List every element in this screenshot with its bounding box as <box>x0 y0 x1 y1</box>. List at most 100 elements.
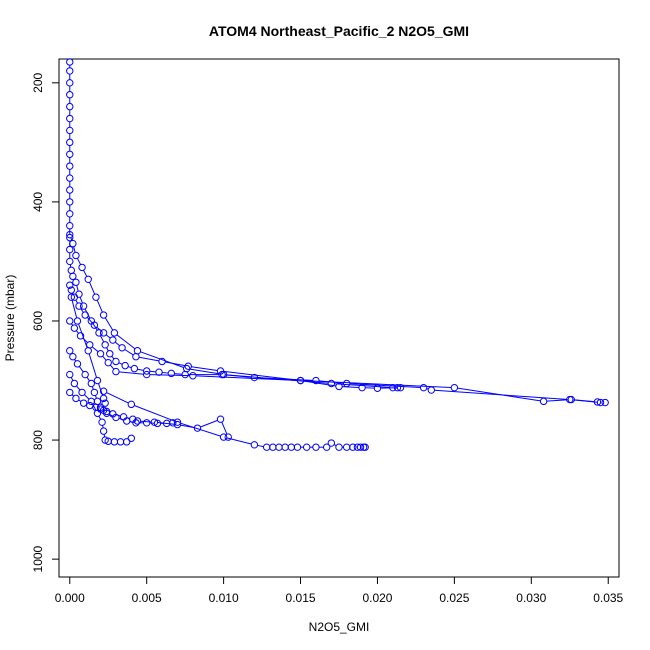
data-point <box>122 438 131 446</box>
data-point <box>101 399 109 407</box>
series-line-segment <box>180 422 221 437</box>
data-point <box>281 443 289 451</box>
data-point <box>132 353 140 361</box>
data-point <box>219 370 228 379</box>
data-point <box>70 379 79 388</box>
series-line-segment <box>114 341 120 347</box>
series-line-segment <box>196 375 298 381</box>
data-point <box>567 395 576 404</box>
series-line-segment <box>76 258 82 265</box>
data-point <box>361 443 369 451</box>
data-series <box>66 58 609 407</box>
series-line-segment <box>334 383 390 388</box>
series-line-segment <box>75 299 78 304</box>
data-point <box>66 114 74 123</box>
series-line-segment <box>78 366 84 373</box>
y-axis: 200 400 600 800 1000 <box>31 72 59 572</box>
data-point <box>84 275 92 283</box>
series-line-segment <box>223 370 298 381</box>
data-point <box>67 293 76 301</box>
x-tick-label: 0.035 <box>593 591 623 605</box>
series-line-segment <box>106 392 129 404</box>
data-point <box>109 410 117 418</box>
data-point <box>335 382 343 391</box>
data-point <box>66 91 74 99</box>
data-point <box>79 399 88 407</box>
series-line-segment <box>149 370 156 373</box>
data-point <box>66 79 74 87</box>
data-point <box>72 394 80 403</box>
data-series <box>67 293 109 407</box>
data-point <box>98 418 106 426</box>
series-line-segment <box>89 282 96 295</box>
data-point <box>66 162 74 170</box>
data-point <box>69 239 77 248</box>
data-point <box>112 367 120 376</box>
series-line-segment <box>138 356 160 362</box>
data-point <box>110 438 119 446</box>
data-point <box>93 397 102 406</box>
x-tick-label: 0.000 <box>55 591 85 605</box>
data-point <box>81 370 89 379</box>
data-point <box>75 290 83 298</box>
data-point <box>250 441 259 449</box>
data-point <box>66 317 74 325</box>
data-point <box>539 397 548 406</box>
data-point <box>67 286 76 294</box>
data-point <box>158 357 166 366</box>
data-point <box>127 400 136 409</box>
data-point <box>66 102 74 111</box>
data-point <box>116 438 125 446</box>
series-line-segment <box>79 296 83 304</box>
data-point <box>150 418 159 426</box>
data-point <box>70 324 79 332</box>
y-tick-label: 1000 <box>31 545 45 572</box>
series-line-segment <box>86 376 90 382</box>
data-point <box>90 388 99 397</box>
data-point <box>287 443 296 451</box>
series-line-segment <box>91 346 99 353</box>
data-point <box>167 369 176 378</box>
series-line-segment <box>98 383 104 396</box>
data-point <box>66 257 74 266</box>
series-line-segment <box>140 420 152 423</box>
data-series <box>66 317 602 406</box>
data-point <box>181 370 189 379</box>
data-point <box>66 210 74 218</box>
data-point <box>121 361 129 370</box>
data-series <box>66 230 402 392</box>
data-series <box>99 387 369 451</box>
data-point <box>99 387 108 395</box>
data-point <box>66 138 74 147</box>
series-line-segment <box>106 347 109 352</box>
series-line-segment <box>191 366 218 372</box>
data-point <box>269 443 277 451</box>
data-point <box>130 364 139 373</box>
data-point <box>69 272 77 281</box>
series-line-segment <box>257 444 264 448</box>
data-point <box>322 443 331 451</box>
data-point <box>293 443 302 451</box>
series-line-segment <box>165 361 186 367</box>
x-tick-label: 0.030 <box>516 591 546 605</box>
data-point <box>95 329 103 337</box>
series-line-segment <box>115 414 121 417</box>
data-point <box>66 198 74 206</box>
series-line-segment <box>189 368 221 375</box>
data-point <box>67 266 76 275</box>
x-axis-label: N2O5_GMI <box>309 620 370 634</box>
series-line-segment <box>104 317 114 331</box>
series-line-segment <box>83 270 88 277</box>
series-line-segment <box>149 374 190 377</box>
data-point <box>142 370 151 379</box>
series-line-segment <box>109 364 115 370</box>
data-point <box>296 376 305 385</box>
data-point <box>99 427 108 435</box>
series-line-segment <box>75 330 79 334</box>
y-tick-label: 400 <box>31 192 45 212</box>
series-line-segment <box>126 417 130 419</box>
x-tick-label: 0.025 <box>439 591 469 605</box>
series-line-segment <box>98 415 102 420</box>
series-line-segment <box>134 405 175 422</box>
data-point <box>193 424 202 432</box>
